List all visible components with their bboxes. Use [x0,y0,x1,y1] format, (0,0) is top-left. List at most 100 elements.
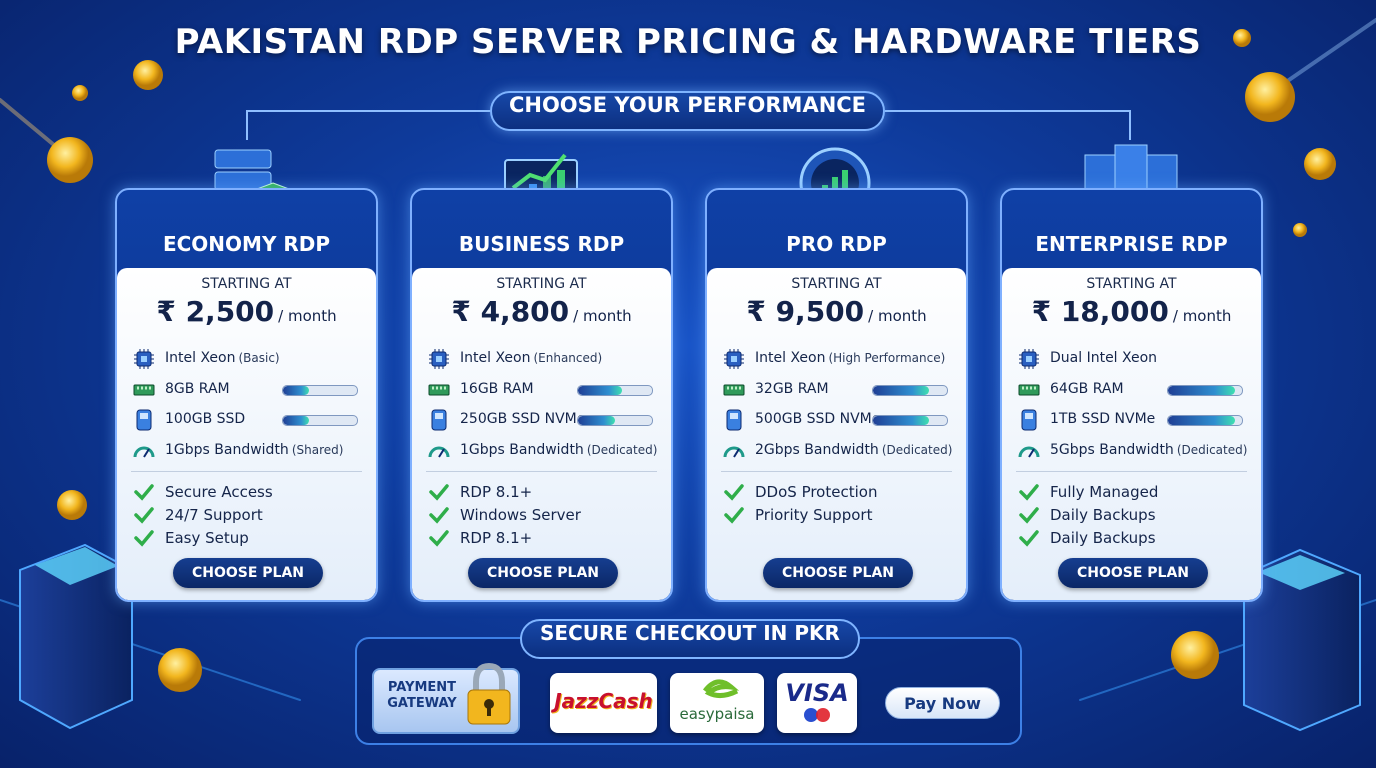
spec-bar [577,384,653,396]
spec-name: 250GB SSD NVMe [460,411,586,427]
coins [47,29,1336,692]
ram-icon [428,384,450,395]
spec-name: Intel Xeon [165,350,236,366]
period: / month [573,307,632,325]
spec-row: Dual Intel Xeon [1016,348,1247,370]
spec-text: 32GB RAM [755,381,829,397]
choose-plan-button[interactable]: CHOOSE PLAN [763,558,913,588]
spec-name: 1Gbps Bandwidth [165,441,289,458]
jazzcash-logo: JazzCash [554,689,653,713]
spec-bar-fill [283,385,309,395]
choose-plan-button[interactable]: CHOOSE PLAN [173,558,323,588]
gauge-icon [133,446,155,458]
feature-row: Windows Server [426,504,657,526]
feature-text: Priority Support [755,506,873,524]
spec-text: 1TB SSD NVMe [1050,411,1155,427]
spec-bar-fill [873,385,929,395]
plan-name: BUSINESS RDP [458,232,625,256]
cpu-icon [724,349,744,369]
spec-note: (Shared) [291,442,344,457]
spec-name: Dual Intel Xeon [1050,350,1158,366]
divider [426,471,657,472]
check-icon [134,530,154,547]
choose-plan-button[interactable]: CHOOSE PLAN [1058,558,1208,588]
cpu-icon [134,349,154,369]
plan-panel: STARTING AT ₹ 4,800/ month Intel Xeon (Enha… [412,268,671,600]
spec-row: 64GB RAM [1016,379,1247,401]
spec-row: 5Gbps Bandwidth (Dedicated) [1016,440,1247,462]
feature-row: RDP 8.1+ [426,527,657,549]
spec-bar-fill [1168,385,1235,395]
spec-note: (Dedicated) [881,442,953,457]
plan-card: ECONOMY RDP STARTING AT ₹ 2,500/ month Inte… [115,188,378,602]
divider [131,471,362,472]
price-row: ₹ 2,500/ month [117,295,376,328]
spec-name: Intel Xeon [460,350,531,366]
price: ₹ 18,000 [1031,295,1169,328]
spec-note: (Dedicated) [1176,442,1248,457]
feature-text: Windows Server [460,506,581,524]
spec-name: 2Gbps Bandwidth [755,441,879,458]
spec-name: 1Gbps Bandwidth [460,441,584,458]
period: / month [868,307,927,325]
feature-text: RDP 8.1+ [460,529,533,547]
feature-text: Easy Setup [165,529,249,547]
ram-icon [133,384,155,395]
spec-text: 8GB RAM [165,381,230,397]
starting-label: STARTING AT [1086,276,1177,292]
easypaisa-mark [703,679,740,699]
check-icon [429,530,449,547]
spec-bar-fill [578,416,615,425]
spec-row: 250GB SSD NVMe [426,409,657,431]
ram-icon [1018,384,1040,395]
feature-row: 24/7 Support [131,504,362,526]
feature-row: Easy Setup [131,527,362,549]
plan-name: ENTERPRISE RDP [1035,232,1228,256]
spec-row: 500GB SSD NVMe [721,409,952,431]
spec-row: 32GB RAM [721,379,952,401]
spec-name: 500GB SSD NVMe [755,411,881,427]
feature-row: Priority Support [721,504,952,526]
feature-text: DDoS Protection [755,483,878,501]
gateway-badge: PAYMENT GATEWAY [372,662,520,734]
jazzcash-card: JazzCash [550,673,657,733]
ssd-icon [431,409,447,431]
feature-text: Fully Managed [1050,483,1159,501]
spec-bar [872,415,948,426]
spec-bar-fill [283,416,309,425]
plan-card: ENTERPRISE RDP STARTING AT ₹ 18,000/ month… [1000,188,1263,602]
plan-name: ECONOMY RDP [162,232,331,256]
spec-text: Dual Intel Xeon [1050,350,1157,366]
choose-plan-button[interactable]: CHOOSE PLAN [468,558,618,588]
spec-text: 1Gbps Bandwidth (Shared) [165,442,343,458]
ssd-icon [726,409,742,431]
spec-name: 16GB RAM [460,380,534,397]
spec-text: Intel Xeon (High Performance) [755,350,945,366]
feature-text: Daily Backups [1050,529,1156,547]
pay-now-button[interactable]: Pay Now [885,687,1000,719]
period: / month [278,307,337,325]
check-icon [1019,507,1039,524]
spec-row: 100GB SSD [131,409,362,431]
spec-row: Intel Xeon (Basic) [131,348,362,370]
feature-row: Daily Backups [1016,504,1247,526]
divider [1016,471,1247,472]
gauge-icon [428,446,450,458]
server-racks [19,543,1361,732]
ram-icon [723,384,745,395]
visa-card: VISA [777,673,857,733]
plan-card: PRO RDP STARTING AT ₹ 9,500/ month Intel Xe… [705,188,968,602]
ssd-icon [136,409,152,431]
feature-row: Fully Managed [1016,481,1247,503]
spec-text: Intel Xeon (Enhanced) [460,350,602,366]
spec-name: 32GB RAM [755,380,829,397]
spec-text: 100GB SSD [165,411,245,427]
section-title: CHOOSE YOUR PERFORMANCE [490,91,885,131]
plan-name: PRO RDP [786,232,887,256]
gauge-icon [723,446,745,458]
check-icon [429,507,449,524]
spec-bar [282,415,358,426]
spec-bar-fill [1168,416,1235,425]
spec-name: 5Gbps Bandwidth [1050,441,1174,458]
